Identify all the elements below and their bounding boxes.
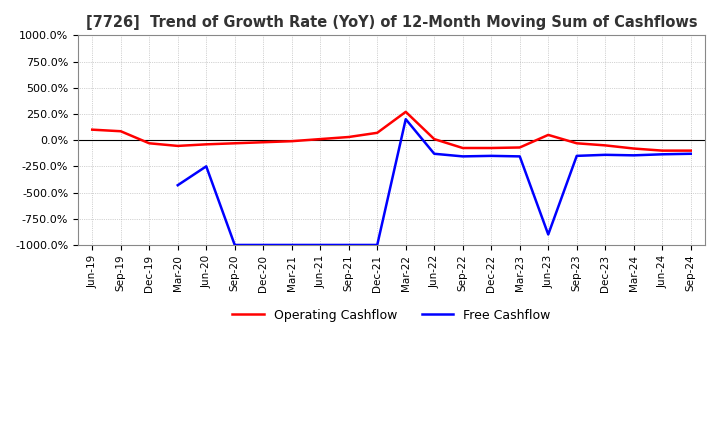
Free Cashflow — [259, 242, 268, 248]
Operating Cashflow — [145, 141, 153, 146]
Operating Cashflow — [686, 148, 695, 153]
Operating Cashflow — [487, 145, 495, 150]
Title: [7726]  Trend of Growth Rate (YoY) of 12-Month Moving Sum of Cashflows: [7726] Trend of Growth Rate (YoY) of 12-… — [86, 15, 697, 30]
Operating Cashflow — [174, 143, 182, 149]
Free Cashflow — [402, 117, 410, 122]
Free Cashflow — [459, 154, 467, 159]
Operating Cashflow — [544, 132, 552, 138]
Line: Operating Cashflow: Operating Cashflow — [92, 112, 690, 150]
Free Cashflow — [686, 151, 695, 156]
Operating Cashflow — [202, 142, 210, 147]
Free Cashflow — [344, 242, 353, 248]
Line: Free Cashflow: Free Cashflow — [178, 119, 690, 245]
Operating Cashflow — [430, 136, 438, 142]
Operating Cashflow — [88, 127, 96, 132]
Free Cashflow — [230, 242, 239, 248]
Operating Cashflow — [601, 143, 610, 148]
Free Cashflow — [629, 153, 638, 158]
Legend: Operating Cashflow, Free Cashflow: Operating Cashflow, Free Cashflow — [228, 304, 556, 327]
Operating Cashflow — [344, 134, 353, 139]
Free Cashflow — [572, 153, 581, 158]
Operating Cashflow — [373, 130, 382, 136]
Operating Cashflow — [516, 145, 524, 150]
Free Cashflow — [544, 232, 552, 237]
Operating Cashflow — [572, 141, 581, 146]
Free Cashflow — [202, 164, 210, 169]
Free Cashflow — [516, 154, 524, 159]
Operating Cashflow — [658, 148, 667, 153]
Free Cashflow — [287, 242, 296, 248]
Free Cashflow — [658, 152, 667, 157]
Free Cashflow — [373, 242, 382, 248]
Operating Cashflow — [230, 141, 239, 146]
Operating Cashflow — [117, 128, 125, 134]
Free Cashflow — [601, 152, 610, 158]
Free Cashflow — [487, 153, 495, 158]
Operating Cashflow — [287, 139, 296, 144]
Free Cashflow — [316, 242, 325, 248]
Operating Cashflow — [629, 146, 638, 151]
Free Cashflow — [430, 151, 438, 156]
Free Cashflow — [174, 183, 182, 188]
Operating Cashflow — [459, 145, 467, 150]
Operating Cashflow — [259, 139, 268, 145]
Operating Cashflow — [402, 109, 410, 114]
Operating Cashflow — [316, 136, 325, 142]
